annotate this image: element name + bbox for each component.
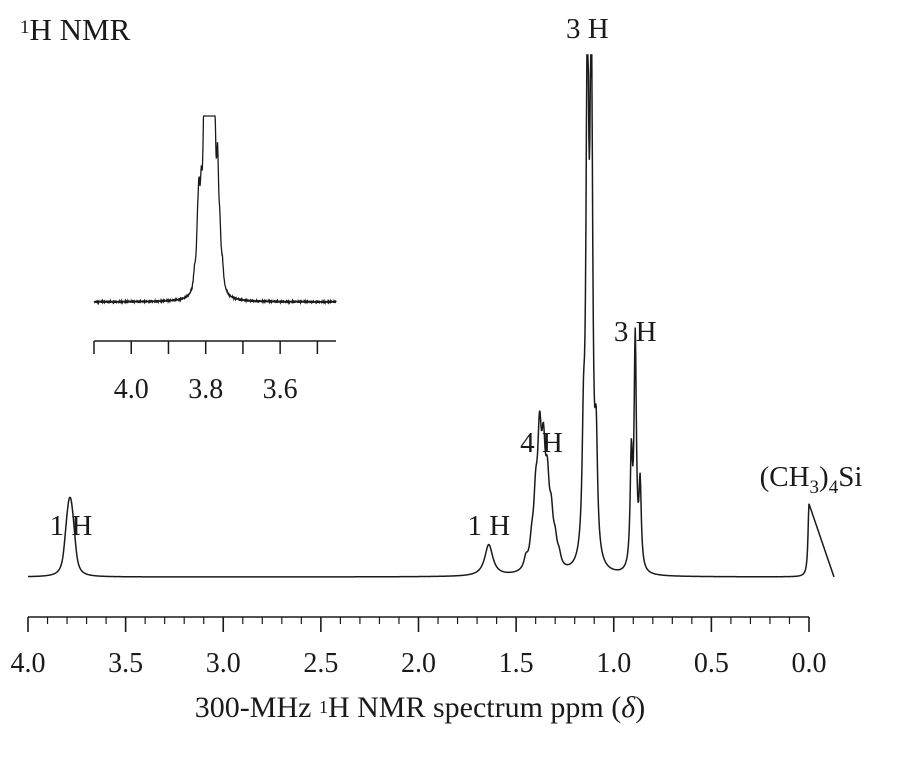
main-x-tick-label: 0.5 [694, 648, 729, 679]
peak-annotation: 4 H [520, 427, 563, 459]
inset-x-tick-label: 3.8 [188, 374, 223, 405]
annotation-part: 3 [810, 477, 820, 498]
inset-x-tick-label: 3.6 [263, 374, 298, 405]
main-x-tick-label: 2.5 [303, 648, 338, 679]
title-text: H NMR [29, 12, 131, 47]
main-x-tick-label: 3.5 [108, 648, 143, 679]
main-x-tick-label: 2.0 [401, 648, 436, 679]
main-x-tick-label: 0.0 [792, 648, 827, 679]
x-axis-label-pre: 300-MHz [194, 691, 319, 724]
main-x-tick-label: 1.5 [499, 648, 534, 679]
inset-x-tick-label: 4.0 [114, 374, 149, 405]
peak-annotation: (CH3)4Si [760, 461, 863, 498]
title-superscript: 1 [20, 17, 30, 38]
main-x-axis-ticks [27, 616, 810, 632]
main-x-axis-tick-labels: 4.0 3.5 3.0 2.5 2.0 1.5 1.0 0.5 0.0 [11, 648, 827, 679]
main-x-tick-label: 1.0 [596, 648, 631, 679]
x-axis-label: 300-MHz 1H NMR spectrum ppm (δ) [0, 690, 840, 726]
x-axis-label-post: H NMR spectrum ppm ( [327, 691, 622, 724]
inset-spectrum-line [93, 115, 337, 306]
x-axis-label-delta-symbol: δ [621, 691, 636, 724]
x-axis-label-superscript: 1 [318, 697, 328, 717]
peak-annotation: 3 H [614, 316, 657, 348]
inset-expansion: 4.0 3.8 3.6 [93, 115, 337, 405]
peak-annotation: 3 H [566, 13, 609, 45]
spectrum-line [27, 54, 835, 578]
main-x-tick-label: 4.0 [11, 648, 46, 679]
peak-annotation: 1 H [467, 510, 510, 542]
annotation-part: ) [819, 461, 829, 493]
chart-title: 1H NMR [20, 12, 130, 48]
peak-annotations: 1 H 1 H 4 H 3 H 3 H (CH3)4Si [50, 13, 863, 542]
annotation-part: 4 [829, 477, 839, 498]
main-spectrum-trace [27, 54, 835, 578]
main-x-tick-label: 3.0 [206, 648, 241, 679]
peak-annotation: 1 H [50, 510, 93, 542]
annotation-part: (CH [760, 461, 810, 493]
annotation-part: Si [838, 461, 862, 493]
x-axis-label-close: ) [635, 691, 646, 724]
